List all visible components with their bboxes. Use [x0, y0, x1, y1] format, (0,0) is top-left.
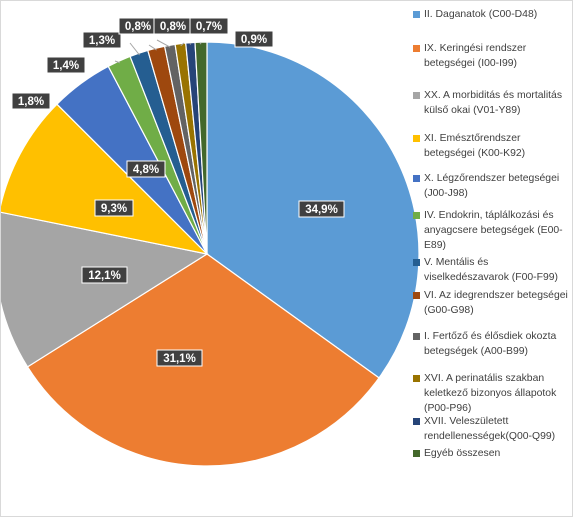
- data-label-box: [81, 266, 128, 284]
- legend-label: VI. Az idegrendszer betegségei (G00-G98): [424, 290, 568, 316]
- data-label-box: [298, 200, 345, 218]
- data-label: 9,3%: [94, 199, 134, 217]
- legend-label: XI. Emésztőrendszer betegségei (K00-K92): [424, 133, 526, 159]
- legend-label: V. Mentális és viselkedészavarok (F00-F9…: [424, 257, 558, 283]
- pie-slice-xi-emesztorendszer-betegsegei-k00-k92: [1, 103, 209, 255]
- legend-label: X. Légzőrendszer betegségei (J00-J98): [424, 173, 560, 199]
- data-label: 4,8%: [126, 160, 166, 178]
- legend-swatch: [413, 45, 420, 52]
- data-label: 34,9%: [298, 200, 345, 218]
- pie-slice-xx-a-morbiditas-es-mortalitas-kulso-okai: [1, 211, 209, 368]
- legend-swatch: [413, 92, 420, 99]
- legend-swatch: [413, 259, 420, 266]
- data-label-box: [82, 31, 122, 49]
- legend-label: II. Daganatok (C00-D48): [424, 9, 538, 20]
- legend-label: XVII. Veleszületett rendellenességek(Q00…: [424, 416, 556, 442]
- data-label-text: 1,8%: [18, 96, 44, 108]
- legend-swatch: [413, 175, 420, 182]
- pie-slice-ix-keringesi-rendszer-betegsegei-i00-i99: [26, 253, 380, 467]
- data-label-text: 31,1%: [163, 353, 196, 365]
- data-label: 0,9%: [234, 30, 274, 48]
- leader-line: [114, 60, 121, 64]
- data-label-box: [11, 92, 51, 110]
- data-label: 31,1%: [156, 349, 203, 367]
- data-label-box: [189, 17, 229, 35]
- legend-swatch: [413, 135, 420, 142]
- legend-swatch: [413, 333, 420, 340]
- leader-line: [199, 42, 202, 45]
- data-label-text: 9,3%: [101, 203, 127, 215]
- data-label-text: 0,8%: [125, 21, 151, 33]
- data-label-text: 34,9%: [305, 204, 338, 216]
- data-label-box: [46, 56, 86, 74]
- leader-line: [180, 42, 185, 47]
- data-label-text: 0,8%: [160, 21, 186, 33]
- legend-swatch: [413, 11, 420, 18]
- data-label-text: 0,9%: [241, 34, 267, 46]
- data-label-box: [94, 199, 134, 217]
- legend-swatch: [413, 375, 420, 382]
- leader-line: [129, 42, 140, 56]
- data-label: 1,8%: [11, 92, 51, 110]
- data-label: 1,3%: [82, 31, 122, 49]
- legend-label: I. Fertőző és élősdiek okozta betegségek…: [424, 331, 557, 357]
- legend-swatch: [413, 418, 420, 425]
- data-label-text: 0,7%: [196, 21, 222, 33]
- legend-label: IV. Endokrin, táplálkozási és anyagcsere…: [424, 210, 563, 251]
- legend-swatch: [413, 212, 420, 219]
- data-label: 0,8%: [118, 17, 158, 35]
- legend-label: Egyéb összesen: [424, 448, 501, 459]
- pie-slice-egyeb-osszesen: [194, 41, 208, 255]
- data-label-box: [156, 349, 203, 367]
- data-label-box: [234, 30, 274, 48]
- leader-line: [156, 39, 171, 48]
- legend-label: XVI. A perinatális szakban keletkező biz…: [424, 373, 557, 414]
- data-label: 0,7%: [189, 17, 229, 35]
- data-label: 12,1%: [81, 266, 128, 284]
- legend-swatch: [413, 292, 420, 299]
- leader-line: [148, 44, 157, 51]
- data-label-box: [126, 160, 166, 178]
- data-label-text: 4,8%: [133, 164, 159, 176]
- data-label-text: 12,1%: [88, 270, 121, 282]
- data-label: 1,4%: [46, 56, 86, 74]
- data-label: 0,8%: [153, 17, 193, 35]
- data-label-text: 1,3%: [89, 35, 115, 47]
- legend-swatch: [413, 450, 420, 457]
- legend-label: IX. Keringési rendszer betegségei (I00-I…: [424, 43, 527, 69]
- leader-line: [189, 42, 191, 45]
- legend-label: XX. A morbiditás és mortalitás külső oka…: [424, 90, 563, 116]
- data-label-text: 1,4%: [53, 60, 79, 72]
